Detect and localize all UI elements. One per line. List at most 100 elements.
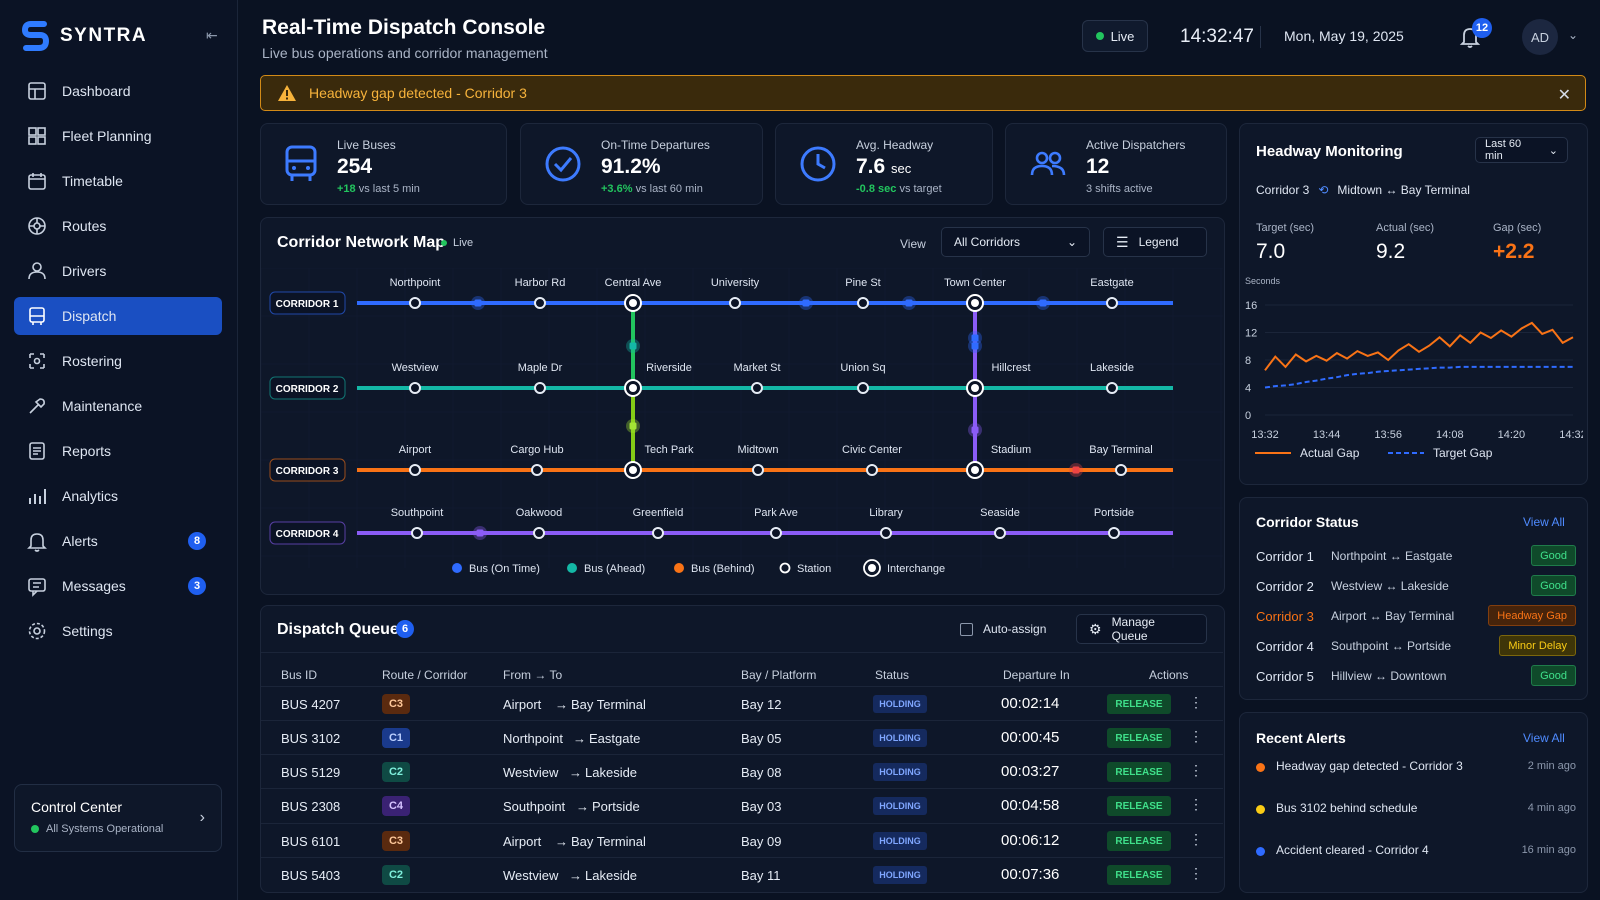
release-button[interactable]: RELEASE	[1107, 865, 1171, 885]
kpi-card-on-time-departures[interactable]: On-Time Departures 91.2% +3.6% vs last 60 …	[520, 123, 763, 205]
station-node[interactable]: Pine St	[845, 277, 881, 309]
alert-item[interactable]: Bus 3102 behind schedule 4 min ago	[1256, 800, 1576, 820]
table-row[interactable]: BUS 5403 C2 Westview → Lakeside Bay 11 HOLDING…	[261, 857, 1223, 891]
bus-marker[interactable]	[629, 422, 637, 430]
recent-alerts-view-all-link[interactable]: View All	[1523, 731, 1565, 745]
column-header[interactable]: Status	[875, 668, 910, 682]
avatar[interactable]: AD	[1522, 19, 1558, 55]
column-header[interactable]: From → To	[503, 668, 563, 682]
corridor-status-row[interactable]: Corridor 1 Northpoint ↔ Eastgate Good	[1256, 543, 1576, 573]
control-center[interactable]: Control Center All Systems Operational ›	[14, 784, 222, 852]
more-options-icon[interactable]: ⋮	[1189, 865, 1203, 881]
corridor-network-map[interactable]: CORRIDOR 1 Northpoint Harbor Rd Central Ave…	[261, 268, 1223, 593]
column-header[interactable]: Departure In	[1003, 668, 1070, 682]
station-node[interactable]: University	[711, 277, 760, 309]
station-node[interactable]: Maple Dr	[518, 362, 563, 394]
bus-marker[interactable]	[971, 342, 979, 350]
brand[interactable]: SYNTRA	[22, 20, 147, 52]
bus-marker[interactable]	[905, 299, 913, 307]
bus-marker[interactable]	[971, 334, 979, 342]
corridor-status-row[interactable]: Corridor 2 Westview ↔ Lakeside Good	[1256, 573, 1576, 603]
station-node[interactable]: Westview	[392, 362, 439, 394]
more-options-icon[interactable]: ⋮	[1189, 728, 1203, 744]
corridor-status-row[interactable]: Corridor 3 Airport ↔ Bay Terminal Headway …	[1256, 603, 1576, 633]
interchange-node[interactable]: Tech Park	[624, 444, 694, 479]
auto-assign-checkbox[interactable]: Auto-assign	[960, 622, 1046, 636]
station-node[interactable]: Portside	[1094, 507, 1134, 539]
release-button[interactable]: RELEASE	[1107, 796, 1171, 816]
sidebar-item-analytics[interactable]: Analytics	[14, 477, 222, 515]
close-icon[interactable]: ✕	[1557, 87, 1571, 104]
alert-item[interactable]: Headway gap detected - Corridor 3 2 min a…	[1256, 758, 1576, 778]
legend-button[interactable]: ☰ Legend	[1103, 227, 1207, 257]
station-node[interactable]: Midtown	[738, 444, 779, 476]
release-button[interactable]: RELEASE	[1107, 831, 1171, 851]
station-node[interactable]: Lakeside	[1090, 362, 1134, 394]
bus-marker[interactable]	[476, 529, 484, 537]
station-node[interactable]: Civic Center	[842, 444, 902, 476]
sidebar-item-settings[interactable]: Settings	[14, 612, 222, 650]
bus-marker[interactable]	[1039, 299, 1047, 307]
release-button[interactable]: RELEASE	[1107, 762, 1171, 782]
view-select[interactable]: All Corridors ⌄	[941, 227, 1090, 257]
bus-marker[interactable]	[474, 299, 482, 307]
station-node[interactable]: Union Sq	[840, 362, 886, 394]
interchange-node[interactable]: Riverside	[624, 362, 692, 397]
corridor-line-1[interactable]: CORRIDOR 1 Northpoint Harbor Rd Central Ave…	[269, 277, 1173, 315]
sidebar-item-reports[interactable]: Reports	[14, 432, 222, 470]
alert-item[interactable]: Accident cleared - Corridor 4 16 min ago	[1256, 842, 1576, 862]
station-node[interactable]: Park Ave	[754, 507, 798, 539]
interchange-node[interactable]: Hillcrest	[966, 362, 1031, 397]
station-node[interactable]: Library	[869, 507, 903, 539]
kpi-card-active-dispatchers[interactable]: Active Dispatchers 12 3 shifts active	[1005, 123, 1227, 205]
sidebar-item-fleet-planning[interactable]: Fleet Planning	[14, 117, 222, 155]
kpi-card-avg-headway[interactable]: Avg. Headway 7.6 sec -0.8 sec vs target	[775, 123, 993, 205]
station-node[interactable]: Eastgate	[1090, 277, 1134, 309]
table-row[interactable]: BUS 6101 C3 Airport → Bay Terminal Bay 09 HOLD…	[261, 823, 1223, 857]
sidebar-item-alerts[interactable]: Alerts 8	[14, 522, 222, 560]
table-row[interactable]: BUS 5129 C2 Westview → Lakeside Bay 08 HOLDING…	[261, 754, 1223, 788]
manage-queue-button[interactable]: ⚙ Manage Queue	[1076, 614, 1207, 644]
chevron-down-icon[interactable]: ⌄	[1568, 28, 1579, 42]
column-header[interactable]: Bay / Platform	[741, 668, 817, 682]
release-button[interactable]: RELEASE	[1107, 694, 1171, 714]
column-header[interactable]: Route / Corridor	[382, 668, 468, 682]
corridor-label-pill[interactable]: CORRIDOR 2	[269, 376, 346, 400]
station-node[interactable]: Oakwood	[516, 507, 562, 539]
corridor-status-view-all-link[interactable]: View All	[1523, 515, 1565, 529]
station-node[interactable]: Airport	[399, 444, 431, 476]
station-node[interactable]: Southpoint	[391, 507, 444, 539]
refresh-icon[interactable]: ⟲	[1318, 183, 1329, 197]
corridor-line-3[interactable]: CORRIDOR 3 Airport Cargo Hub Tech Park Midto…	[269, 444, 1173, 482]
station-node[interactable]: Seaside	[980, 507, 1020, 539]
interchange-node[interactable]: Central Ave	[605, 277, 662, 312]
station-node[interactable]: Northpoint	[390, 277, 441, 309]
more-options-icon[interactable]: ⋮	[1189, 796, 1203, 812]
bus-marker[interactable]	[802, 299, 810, 307]
sidebar-item-dashboard[interactable]: Dashboard	[14, 72, 222, 110]
range-select[interactable]: Last 60 min ⌄	[1475, 137, 1568, 163]
table-row[interactable]: BUS 2308 C4 Southpoint → Portside Bay 03 HOLDI…	[261, 788, 1223, 822]
corridor-status-row[interactable]: Corridor 4 Southpoint ↔ Portside Minor Del…	[1256, 633, 1576, 663]
corridor-line-4[interactable]: CORRIDOR 4 Southpoint Oakwood Greenfield Par…	[269, 507, 1173, 545]
station-node[interactable]: Market St	[733, 362, 781, 394]
sidebar-item-maintenance[interactable]: Maintenance	[14, 387, 222, 425]
bus-marker[interactable]	[971, 426, 979, 434]
sidebar-item-drivers[interactable]: Drivers	[14, 252, 222, 290]
column-header[interactable]: Actions	[1149, 668, 1189, 682]
column-header[interactable]: Bus ID	[281, 668, 318, 682]
table-row[interactable]: BUS 4207 C3 Airport → Bay Terminal Bay 12 HOLD…	[261, 686, 1223, 720]
collapse-sidebar-icon[interactable]: ⇤	[206, 27, 218, 43]
corridor-label-pill[interactable]: CORRIDOR 3	[269, 458, 346, 482]
interchange-node[interactable]: Stadium	[966, 444, 1031, 479]
station-node[interactable]: Harbor Rd	[515, 277, 566, 309]
bus-marker[interactable]	[1072, 466, 1080, 474]
station-node[interactable]: Bay Terminal	[1089, 444, 1153, 476]
sidebar-item-routes[interactable]: Routes	[14, 207, 222, 245]
more-options-icon[interactable]: ⋮	[1189, 762, 1203, 778]
station-node[interactable]: Greenfield	[633, 507, 684, 539]
sidebar-item-timetable[interactable]: Timetable	[14, 162, 222, 200]
sidebar-item-messages[interactable]: Messages 3	[14, 567, 222, 605]
corridor-label-pill[interactable]: CORRIDOR 4	[269, 521, 346, 545]
table-row[interactable]: BUS 3102 C1 Northpoint → Eastgate Bay 05 HOLDI…	[261, 720, 1223, 754]
